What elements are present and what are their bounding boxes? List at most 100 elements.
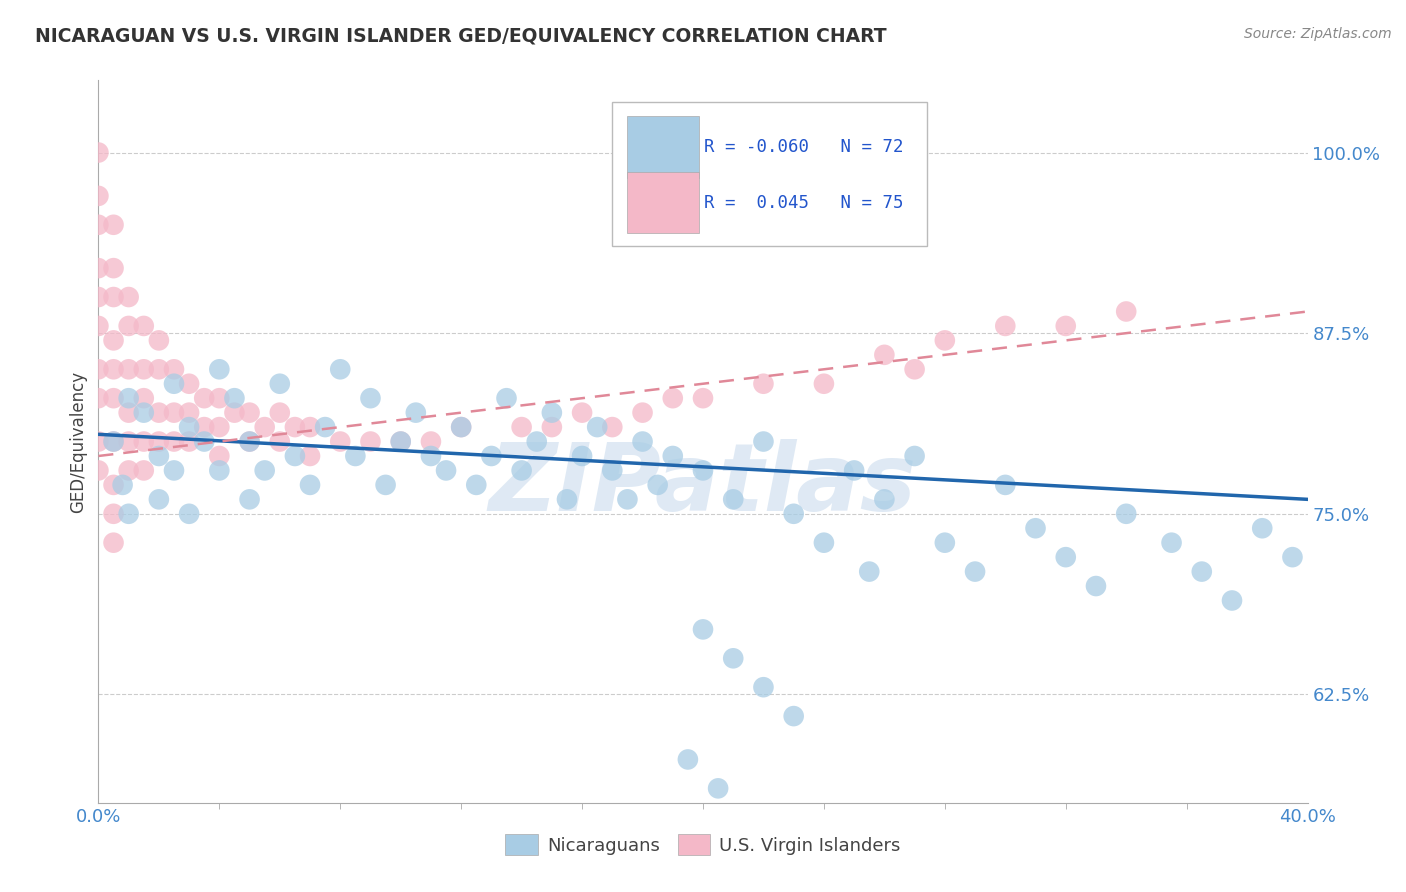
Point <box>420 449 443 463</box>
Point <box>163 434 186 449</box>
Point <box>692 391 714 405</box>
Point <box>1115 507 1137 521</box>
Point <box>148 449 170 463</box>
Point <box>481 449 503 463</box>
Point <box>434 463 457 477</box>
Point <box>148 334 170 348</box>
Point <box>118 507 141 521</box>
Point <box>208 420 231 434</box>
Point <box>676 752 699 766</box>
Point <box>299 420 322 434</box>
Point <box>118 290 141 304</box>
Point <box>374 478 396 492</box>
Point <box>540 420 562 434</box>
Point <box>118 406 141 420</box>
Point <box>253 420 276 434</box>
Point <box>284 449 307 463</box>
Text: ZIPatlas: ZIPatlas <box>489 439 917 531</box>
Point <box>450 420 472 434</box>
Point <box>692 463 714 477</box>
Point <box>87 189 110 203</box>
Point <box>344 449 367 463</box>
Point <box>994 478 1017 492</box>
Point <box>602 463 624 477</box>
Point <box>723 492 745 507</box>
Point <box>934 334 956 348</box>
Point <box>631 434 654 449</box>
Point <box>269 434 291 449</box>
Point <box>783 709 806 723</box>
Point <box>510 420 533 434</box>
Point <box>299 478 322 492</box>
Point <box>647 478 669 492</box>
Point <box>253 463 276 477</box>
Point <box>571 406 593 420</box>
Point <box>148 406 170 420</box>
Point <box>103 507 125 521</box>
Point <box>707 781 730 796</box>
Point <box>1160 535 1182 549</box>
Point <box>1251 521 1274 535</box>
Point <box>858 565 880 579</box>
FancyBboxPatch shape <box>627 172 699 234</box>
Point <box>87 318 110 333</box>
Point <box>208 362 231 376</box>
Point <box>179 420 201 434</box>
Point <box>783 507 806 521</box>
Point <box>844 463 866 477</box>
Legend: Nicaraguans, U.S. Virgin Islanders: Nicaraguans, U.S. Virgin Islanders <box>498 827 908 863</box>
Point <box>752 376 775 391</box>
Point <box>103 434 125 449</box>
Point <box>118 391 141 405</box>
Point <box>602 420 624 434</box>
Point <box>132 391 155 405</box>
Point <box>132 434 155 449</box>
Text: NICARAGUAN VS U.S. VIRGIN ISLANDER GED/EQUIVALENCY CORRELATION CHART: NICARAGUAN VS U.S. VIRGIN ISLANDER GED/E… <box>35 27 887 45</box>
Point <box>118 362 141 376</box>
Point <box>132 318 155 333</box>
Point <box>132 362 155 376</box>
Point <box>1191 565 1213 579</box>
Point <box>1054 550 1077 565</box>
Point <box>965 565 987 579</box>
Point <box>329 362 352 376</box>
Point <box>87 434 110 449</box>
Point <box>269 406 291 420</box>
Point <box>224 391 246 405</box>
Point <box>360 434 382 449</box>
Point <box>571 449 593 463</box>
Point <box>87 391 110 405</box>
Point <box>103 391 125 405</box>
Point <box>269 376 291 391</box>
Point <box>661 449 683 463</box>
Point <box>103 362 125 376</box>
Point <box>179 376 201 391</box>
Point <box>87 261 110 276</box>
Point <box>163 376 186 391</box>
Point <box>540 406 562 420</box>
Point <box>103 535 125 549</box>
Point <box>103 334 125 348</box>
Point <box>873 348 896 362</box>
Point <box>103 290 125 304</box>
Point <box>873 492 896 507</box>
Point <box>103 218 125 232</box>
Text: R = -0.060   N = 72: R = -0.060 N = 72 <box>704 137 904 156</box>
Point <box>555 492 578 507</box>
Point <box>389 434 412 449</box>
Point <box>193 391 215 405</box>
FancyBboxPatch shape <box>613 102 927 246</box>
Point <box>329 434 352 449</box>
Point <box>193 420 215 434</box>
Point <box>148 362 170 376</box>
Point <box>752 680 775 694</box>
Point <box>118 463 141 477</box>
Point <box>904 449 927 463</box>
Point <box>1115 304 1137 318</box>
Point <box>148 492 170 507</box>
Point <box>224 406 246 420</box>
Point <box>813 535 835 549</box>
Point <box>239 434 262 449</box>
Point <box>586 420 609 434</box>
Point <box>239 406 262 420</box>
